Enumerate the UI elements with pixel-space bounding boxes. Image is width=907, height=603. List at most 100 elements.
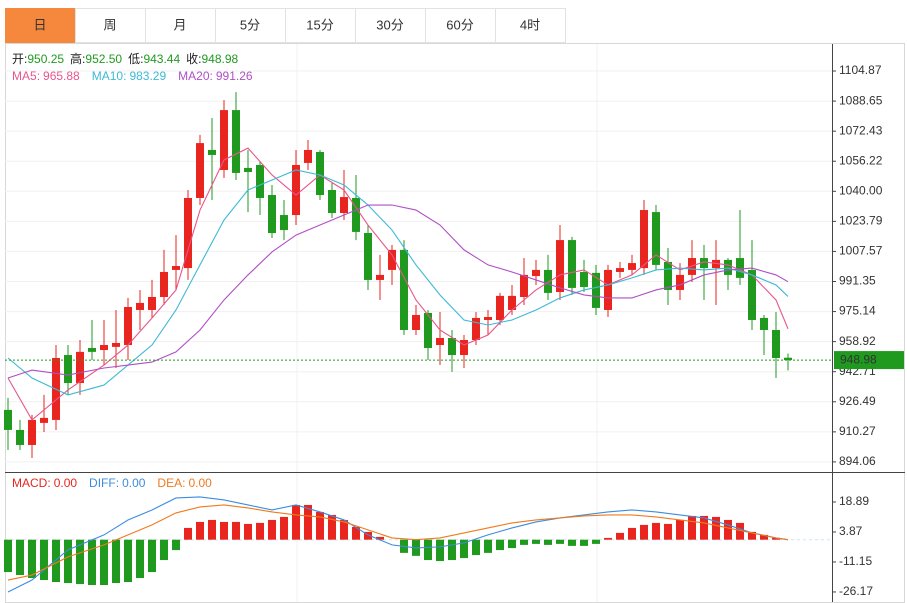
macd-bar: [736, 522, 744, 540]
tab-bg[interactable]: [5, 8, 76, 43]
macd-bar: [184, 527, 192, 540]
macd-bar: [316, 511, 324, 540]
macd-bar: [16, 539, 24, 576]
macd-bar: [88, 539, 96, 586]
macd-bar: [376, 536, 384, 540]
tab-label[interactable]: 15分: [306, 17, 333, 32]
macd-bar: [472, 539, 480, 556]
macd-bar: [196, 521, 204, 540]
tab[interactable]: 4时: [495, 8, 566, 43]
candle-body: [412, 314, 420, 331]
legend-value: 965.88: [43, 69, 80, 83]
series-line: [7, 504, 789, 581]
y-tick-label: 991.35: [839, 274, 876, 288]
candle-body: [112, 342, 120, 347]
macd-bar: [676, 519, 684, 540]
macd-bar: [496, 539, 504, 551]
y-tick-label: 894.06: [839, 454, 876, 468]
candle-body: [664, 261, 672, 290]
macd-bar: [460, 539, 468, 559]
candle-body: [388, 249, 396, 270]
y-tick-label: -11.15: [839, 554, 872, 568]
legend-value: 0.00: [122, 476, 146, 490]
macd-bar: [544, 539, 552, 545]
tab[interactable]: 月: [145, 8, 216, 43]
candle-body: [220, 110, 228, 170]
candle-body: [616, 268, 624, 272]
legend-name: DEA: [157, 476, 182, 490]
macd-bar: [40, 539, 48, 581]
macd-bar: [664, 523, 672, 540]
macd-bar: [304, 504, 312, 540]
macd-bar: [76, 539, 84, 585]
candle-body: [232, 110, 240, 173]
macd-bar: [580, 539, 588, 546]
candle-body: [508, 295, 516, 310]
tab-bg[interactable]: [285, 8, 356, 43]
macd-bar: [220, 521, 228, 540]
candle-body: [400, 249, 408, 331]
macd-bar: [520, 539, 528, 545]
candle-body: [544, 269, 552, 293]
info-label: 低:: [128, 52, 143, 66]
info-value: 948.98: [201, 52, 238, 66]
y-tick-label: 975.14: [839, 304, 876, 318]
y-tick-label: 1023.79: [839, 214, 883, 228]
candle-body: [76, 351, 84, 384]
legend-value: 991.26: [216, 69, 253, 83]
candle-body: [748, 269, 756, 320]
candle-body: [160, 271, 168, 297]
macd-bar: [52, 539, 60, 583]
candle-body: [580, 271, 588, 287]
tab[interactable]: 60分: [425, 8, 496, 43]
tab-label[interactable]: 月: [173, 17, 186, 32]
tab-label[interactable]: 5分: [240, 17, 260, 32]
series-line: [7, 204, 789, 379]
candle-body: [208, 149, 216, 155]
macd-bar: [604, 537, 612, 540]
legend-value: 0.00: [188, 476, 212, 490]
legend-name: MA20: [178, 69, 210, 83]
y-tick-label: 1056.22: [839, 153, 883, 167]
candle-body: [280, 215, 288, 231]
info-label: 开:: [12, 52, 27, 66]
tab-bg[interactable]: [495, 8, 566, 43]
legend-name: MACD: [12, 476, 48, 490]
tab-label[interactable]: 日: [33, 17, 46, 32]
macd-bar: [340, 519, 348, 540]
macd-bar: [172, 539, 180, 551]
macd-bar: [256, 522, 264, 540]
macd-bar: [328, 514, 336, 540]
y-tick-label: 958.92: [839, 334, 876, 348]
candle-body: [784, 357, 792, 361]
tab-label[interactable]: 60分: [446, 17, 473, 32]
candle-body: [520, 274, 528, 297]
candle-body: [376, 274, 384, 280]
tab-bg[interactable]: [75, 8, 146, 43]
macd-bar: [148, 539, 156, 573]
candle-body: [136, 302, 144, 310]
tab-label[interactable]: 4时: [520, 17, 540, 32]
candle-body: [496, 295, 504, 320]
tab-label[interactable]: 30分: [376, 17, 403, 32]
tab[interactable]: 周: [75, 8, 146, 43]
candle-body: [28, 419, 36, 445]
tab[interactable]: 30分: [355, 8, 426, 43]
legend-separator: :: [47, 476, 50, 490]
macd-bar: [64, 539, 72, 584]
macd-bar: [448, 539, 456, 561]
candle-body: [256, 164, 264, 198]
legend-separator: :: [37, 69, 40, 83]
tab[interactable]: 日: [5, 8, 76, 43]
tab-bg[interactable]: [145, 8, 216, 43]
tab-label[interactable]: 周: [103, 17, 116, 32]
candle-body: [100, 345, 108, 351]
macd-bar: [760, 534, 768, 540]
tab[interactable]: 5分: [215, 8, 286, 43]
macd-bar: [112, 539, 120, 584]
y-tick-label: 1104.87: [839, 63, 882, 77]
tab[interactable]: 15分: [285, 8, 356, 43]
candle-body: [424, 312, 432, 348]
candle-body: [172, 266, 180, 270]
